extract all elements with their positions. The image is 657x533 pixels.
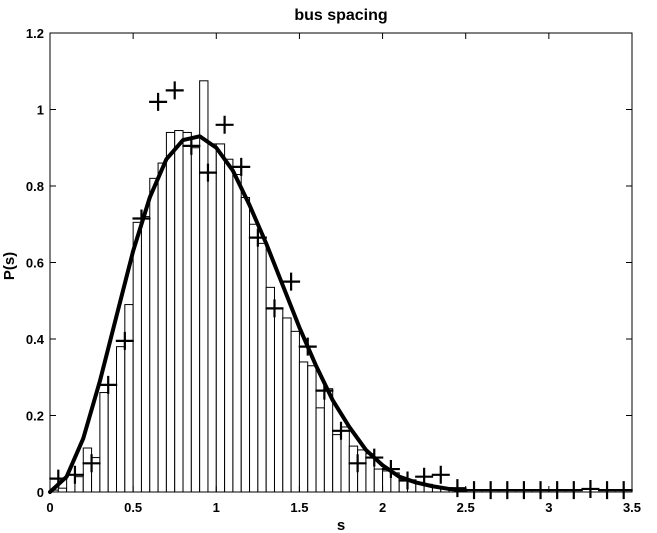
histogram-bar: [182, 131, 192, 493]
histogram-bar: [99, 392, 109, 493]
y-tick-label: 1.2: [26, 26, 44, 41]
data-marker: [598, 481, 617, 500]
data-marker: [265, 299, 284, 318]
data-marker: [115, 331, 134, 350]
data-marker: [448, 479, 467, 498]
y-tick-label: 0.6: [26, 256, 44, 271]
histogram-bar: [290, 330, 300, 493]
histogram-bar: [157, 162, 167, 493]
histogram-bars: [49, 80, 467, 493]
histogram-bar: [382, 470, 392, 493]
data-marker: [564, 481, 583, 500]
data-marker: [65, 465, 84, 484]
y-tick-label: 1: [37, 103, 44, 118]
data-marker: [365, 448, 384, 467]
x-tick-label: 3: [545, 500, 552, 515]
data-marker: [165, 81, 184, 100]
data-marker: [381, 460, 400, 479]
x-tick-label: 0.5: [124, 500, 142, 515]
histogram-bar: [298, 361, 309, 493]
histogram-bar: [57, 487, 68, 493]
histogram-bar: [365, 453, 375, 493]
histogram-bar: [315, 407, 325, 493]
y-axis-label: P(s): [1, 252, 18, 280]
histogram-bar: [107, 384, 118, 493]
data-marker: [49, 469, 68, 488]
x-tick-label: 2: [379, 500, 386, 515]
data-marker: [498, 481, 517, 500]
histogram-bar: [232, 174, 242, 493]
x-tick-label: 3.5: [623, 500, 641, 515]
data-marker: [298, 337, 317, 356]
histogram-bar: [373, 468, 384, 493]
data-marker: [99, 375, 118, 394]
data-marker: [415, 467, 434, 486]
data-marker: [282, 272, 301, 291]
histogram-bar: [307, 365, 317, 493]
histogram-bar: [340, 426, 350, 493]
histogram-bar: [165, 131, 176, 493]
histogram-bar: [257, 242, 267, 493]
histogram-bar: [132, 221, 142, 493]
data-marker: [614, 481, 633, 500]
y-tick-label: 0.8: [26, 179, 44, 194]
histogram-bar: [82, 447, 93, 493]
data-marker: [315, 381, 334, 400]
histogram-bar: [357, 449, 367, 493]
histogram-bar: [348, 445, 359, 493]
x-tick-label: 0: [46, 500, 53, 515]
histogram-bar: [240, 196, 251, 493]
histogram-bar: [323, 388, 334, 493]
histogram-bar: [265, 286, 275, 493]
x-tick-label: 1: [213, 500, 220, 515]
histogram-bar: [74, 476, 84, 493]
x-axis-label: s: [337, 517, 345, 533]
histogram-bar: [224, 158, 234, 493]
data-marker: [581, 479, 600, 498]
data-marker: [149, 92, 168, 111]
x-tick-label: 2.5: [457, 500, 475, 515]
data-marker: [465, 481, 484, 500]
data-marker: [548, 481, 567, 500]
y-tick-label: 0.2: [26, 409, 44, 424]
y-tick-label: 0.4: [26, 332, 45, 347]
chart-title: bus spacing: [294, 7, 387, 24]
data-marker: [398, 471, 417, 490]
histogram-bar: [282, 317, 292, 493]
fit-curve: [48, 134, 468, 494]
histogram-bar: [124, 304, 134, 493]
data-marker: [232, 157, 251, 176]
y-tick-label: 0: [37, 485, 44, 500]
data-marker: [182, 136, 201, 155]
data-marker: [481, 481, 500, 500]
histogram-bar: [190, 147, 201, 493]
histogram-bar: [149, 177, 159, 493]
histogram-bar: [207, 143, 217, 493]
data-marker: [198, 163, 217, 182]
data-marker: [514, 481, 533, 500]
data-marker: [531, 481, 550, 500]
data-marker: [215, 115, 234, 134]
data-marker: [132, 209, 151, 228]
data-marker: [348, 454, 367, 473]
data-marker: [82, 454, 101, 473]
histogram-bar: [273, 307, 284, 493]
histogram-bar: [332, 434, 342, 493]
x-tick-label: 1.5: [290, 500, 308, 515]
histogram-bar: [116, 346, 126, 493]
histogram-bar: [215, 143, 226, 493]
axis-ticks: 0 0.5 1 1.5 2 2.5 3 3.5 0 0.2 0.4 0.6 0.8 1 1.2: [26, 26, 641, 515]
histogram-bar: [140, 216, 151, 493]
histogram-bar: [174, 130, 184, 493]
data-markers: [49, 81, 633, 500]
data-marker: [431, 465, 450, 484]
data-marker: [248, 228, 267, 247]
histogram-bar: [249, 223, 259, 493]
data-marker: [332, 421, 350, 440]
